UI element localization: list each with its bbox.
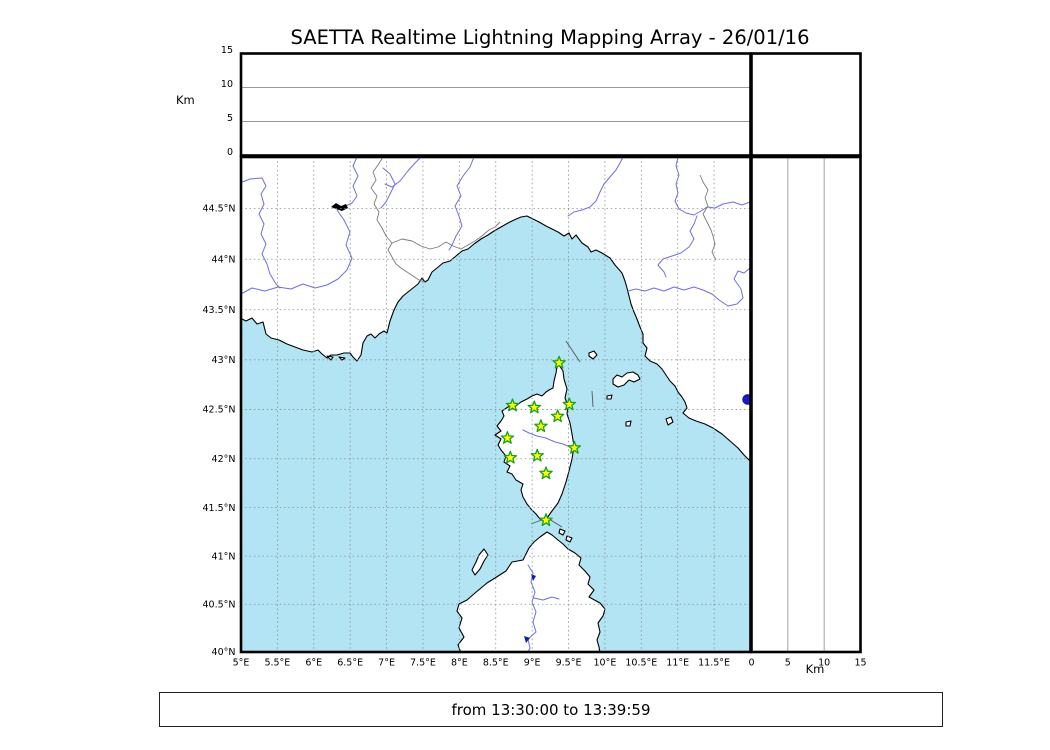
lat-tick-label: 44°N [212,254,236,265]
sea-mark-capcorse [565,340,581,363]
island-giglio [665,416,674,426]
island-montecristo [625,420,632,427]
corner-panel [750,52,862,157]
island-asinara [471,548,489,576]
panel-gridlines [242,87,825,651]
lat-tick-label: 41.5°N [202,503,235,514]
river-italy-1 [567,157,624,217]
station-star [539,513,553,527]
river-arno [627,267,751,307]
stations-layer [500,355,582,527]
station-star [534,419,548,433]
km-tick-label-left: 10 [221,79,233,90]
island-pianosa [606,394,613,400]
lat-tick-label: 41°N [212,551,236,562]
lon-tick-label: 11.5°E [698,658,730,669]
km-tick-label-left: 0 [227,147,233,158]
sea-mark-east [591,390,594,408]
lon-tick-label: 7°E [378,658,395,669]
lake-bolsena [742,394,751,405]
station-star [539,466,553,480]
lake-serre-poncon [331,203,348,211]
lat-tick-label: 43°N [212,355,236,366]
panel-frames [239,52,862,654]
lon-tick-label: 11°E [666,658,689,669]
lon-tick-label: 8.5°E [483,658,509,669]
altitude-axis-label-left: Km [176,93,195,107]
lat-tick-label: 42°N [212,454,236,465]
lat-tick-label: 43.5°N [202,305,235,316]
station-star [530,448,544,462]
lon-tick-label: 6.5°E [337,658,363,669]
river-var [448,157,475,251]
river-durance-upper [343,157,359,208]
river-coghinas [527,564,537,652]
altitude-lat-panel [750,155,862,654]
km-tick-label-right: 5 [785,658,791,669]
station-star [550,409,565,423]
km-tick-label-left: 5 [227,113,233,124]
river-italy-2 [657,215,698,278]
station-star [500,431,515,444]
sea-mark-bonifacio-east [548,518,563,528]
lat-tick-label: 40.5°N [202,599,235,610]
page-title: SAETTA Realtime Lightning Mapping Array … [290,26,810,49]
km-tick-label-right: 15 [854,658,866,669]
river-sardinia-branch [533,596,560,601]
border-france-italy [370,157,426,283]
lon-tick-label: 9°E [524,658,541,669]
lon-tick-label: 6°E [305,658,322,669]
station-star [503,450,518,464]
map-frame [239,155,752,654]
station-star [567,440,582,454]
lon-tick-label: 5°E [233,658,250,669]
km-tick-label-right: 0 [748,658,754,669]
km-tick-label-right: 10 [818,658,830,669]
lake-sardinia-1 [531,574,536,581]
lon-tick-label: 7.5°E [410,658,436,669]
islands-maddalena [558,528,573,543]
lake-sardinia-2 [524,636,530,643]
station-star [505,398,520,412]
mainland-coastline [241,157,751,462]
river-ubaye [384,157,422,188]
lat-tick-label: 42.5°N [202,405,235,416]
lon-tick-label: 10°E [594,658,617,669]
axis-labels: 5°E 5.5°E 6°E 6.5°E 7°E 7.5°E 8°E 8.5°E 9°E 9.5°E… [202,45,866,669]
station-star [552,355,566,369]
islands-hyeres [326,355,346,361]
station-star [527,400,542,414]
river-durance [241,209,353,295]
border-secondary [391,221,501,250]
island-elba [612,371,641,388]
river-france-1 [241,177,281,289]
lon-tick-label: 9.5°E [556,658,582,669]
lat-tick-label: 44.5°N [202,204,235,215]
lon-tick-label: 8°E [451,658,468,669]
altitude-axis-label-right: Km [805,662,825,676]
lon-tick-label: 10.5°E [625,658,657,669]
border-apennine [699,174,717,261]
time-window-text: from 13:30:00 to 13:39:59 [451,700,651,719]
altitude-lon-panel [239,52,752,157]
river-france-2 [380,167,396,209]
graticule-layer [241,157,751,652]
geography-layer [241,157,751,652]
lat-tick-label: 40°N [212,647,236,658]
station-star [562,397,577,411]
sardinia-coastline [456,531,606,652]
lon-tick-label: 5.5°E [264,658,290,669]
island-capraia [588,350,598,360]
km-tick-label-left: 15 [221,45,233,56]
time-window-box: from 13:30:00 to 13:39:59 [159,692,943,727]
river-golo [522,429,571,448]
